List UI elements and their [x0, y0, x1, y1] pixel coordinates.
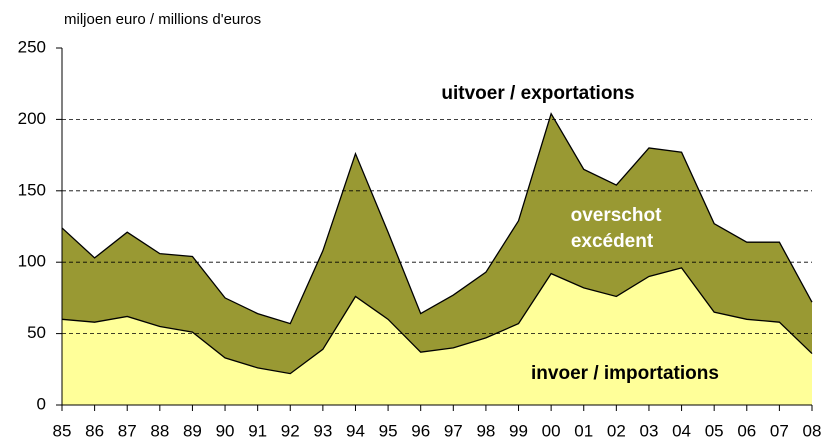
y-tick-label: 50: [27, 323, 46, 342]
x-tick-label: 08: [803, 421, 822, 440]
area-line: [61, 112, 813, 325]
x-tick-label: 98: [476, 421, 495, 440]
x-tick-label: 96: [411, 421, 430, 440]
y-tick-label: 200: [18, 109, 46, 128]
x-tick-label: 97: [444, 421, 463, 440]
x-tick-label: 92: [281, 421, 300, 440]
area-fill: [62, 267, 812, 405]
x-tick-label: 06: [737, 421, 756, 440]
annotation: overschot: [571, 205, 662, 226]
x-tick-label: 95: [379, 421, 398, 440]
x-tick-label: 07: [770, 421, 789, 440]
series-label: uitvoer / exportations: [441, 83, 634, 104]
y-axis-label: miljoen euro / millions d'euros: [64, 11, 261, 28]
x-tick-label: 88: [150, 421, 169, 440]
x-tick-label: 02: [607, 421, 626, 440]
x-tick-label: 01: [574, 421, 593, 440]
x-tick-label: 90: [216, 421, 235, 440]
x-tick-label: 85: [53, 421, 72, 440]
x-tick-label: 91: [248, 421, 267, 440]
x-tick-label: 05: [705, 421, 724, 440]
x-tick-label: 99: [509, 421, 528, 440]
series-label: invoer / importations: [531, 363, 719, 384]
x-tick-label: 86: [85, 421, 104, 440]
area-line: [61, 267, 813, 375]
y-tick-label: 0: [37, 394, 46, 413]
x-tick-label: 00: [542, 421, 561, 440]
annotation: excédent: [571, 231, 654, 252]
x-tick-label: 03: [639, 421, 658, 440]
x-tick-label: 89: [183, 421, 202, 440]
y-tick-label: 150: [18, 180, 46, 199]
y-tick-label: 250: [18, 37, 46, 56]
x-tick-label: 04: [672, 421, 691, 440]
x-tick-label: 93: [313, 421, 332, 440]
x-tick-label: 94: [346, 421, 365, 440]
x-tick-label: 87: [118, 421, 137, 440]
y-tick-label: 100: [18, 252, 46, 271]
